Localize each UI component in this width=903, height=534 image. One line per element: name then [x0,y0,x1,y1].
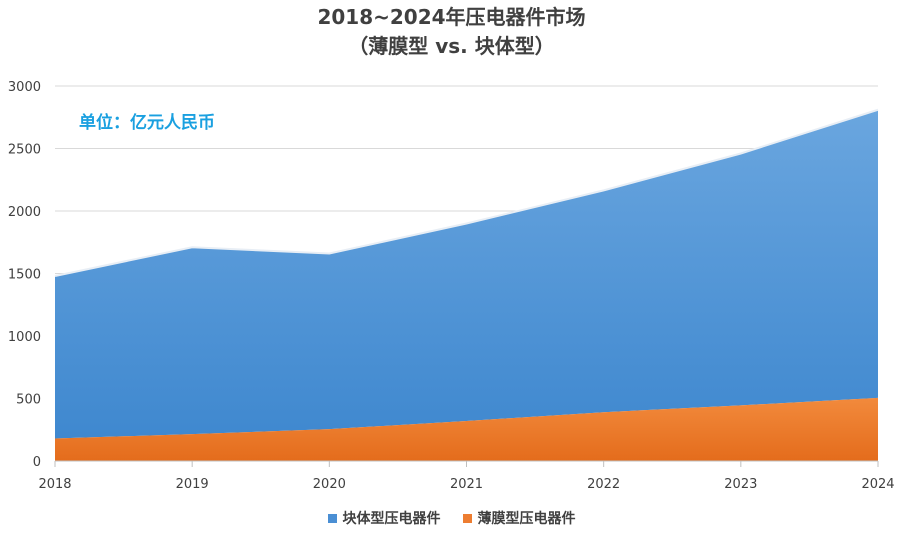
area-bulk [55,109,878,439]
y-tick-label: 1000 [8,330,41,345]
x-tick-label: 2023 [724,477,757,492]
axes: 0 500 1000 1500 2000 2500 3000 2018 2019 2020 2021… [8,80,895,492]
x-tick-label: 2021 [450,477,483,492]
area-series [54,108,879,461]
y-tick-label: 1500 [8,268,41,283]
area-thinfilm [55,397,878,461]
x-tick-label: 2018 [38,477,71,492]
legend-item-bulk: 块体型压电器件 [327,508,441,528]
legend-swatch-thinfilm [462,513,472,523]
legend: 块体型压电器件 薄膜型压电器件 [0,508,903,528]
area-bulk-edge [54,108,879,277]
legend-item-thinfilm: 薄膜型压电器件 [462,508,576,528]
x-tick-label: 2019 [176,477,209,492]
x-tick-label: 2024 [861,477,894,492]
legend-label-bulk: 块体型压电器件 [342,511,441,527]
y-tick-label: 3000 [8,80,41,95]
x-tick-label: 2022 [587,477,620,492]
y-tick-label: 0 [33,455,41,470]
y-tick-label: 500 [16,393,41,408]
legend-swatch-bulk [327,513,337,523]
legend-label-thinfilm: 薄膜型压电器件 [477,511,576,527]
unit-label: 单位：亿元人民币 [79,113,215,133]
y-tick-label: 2000 [8,205,41,220]
x-tick-label: 2020 [313,477,346,492]
chart-title: 2018~2024年压电器件市场 [317,5,586,29]
chart-subtitle: （薄膜型 vs. 块体型） [348,34,555,58]
y-tick-label: 2500 [8,143,41,158]
